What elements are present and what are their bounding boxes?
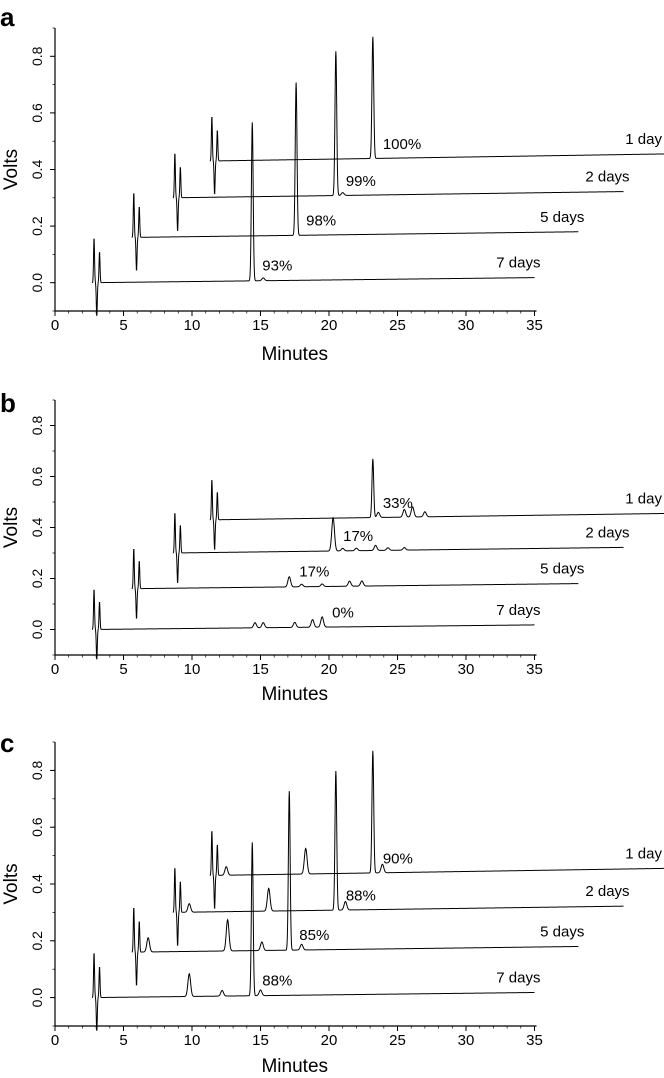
series-line — [172, 51, 624, 231]
percent-label: 17% — [343, 528, 373, 545]
series-name-label: 5 days — [540, 561, 584, 578]
y-tick-label: 0.6 — [29, 103, 45, 123]
series-name-label: 2 days — [585, 524, 629, 541]
percent-label: 33% — [383, 495, 413, 512]
panel-letter: c — [0, 728, 14, 758]
y-tick-label: 0.0 — [29, 273, 45, 293]
series-name-label: 5 days — [540, 209, 584, 226]
x-tick-label: 30 — [458, 317, 475, 334]
x-tick-label: 25 — [389, 1032, 406, 1049]
percent-label: 98% — [306, 212, 336, 229]
x-tick-label: 10 — [184, 1032, 201, 1049]
y-tick-label: 0.8 — [29, 416, 45, 436]
series-name-label: 1 day — [625, 131, 662, 148]
panel-letter: b — [0, 388, 16, 418]
series-name-label: 1 day — [625, 845, 662, 862]
y-tick-label: 0.4 — [29, 874, 45, 894]
series-line — [131, 82, 579, 271]
x-axis-label: Minutes — [261, 1056, 328, 1077]
y-axis-label: Volts — [1, 863, 22, 904]
x-tick-label: 25 — [389, 661, 406, 678]
series-line — [172, 513, 624, 583]
series-name-label: 2 days — [585, 169, 629, 186]
y-tick-label: 0.2 — [29, 216, 45, 236]
x-tick-label: 20 — [321, 317, 338, 334]
x-tick-label: 10 — [184, 317, 201, 334]
x-tick-label: 30 — [458, 1032, 475, 1049]
y-tick-label: 0.0 — [29, 620, 45, 640]
series-line — [131, 791, 579, 986]
x-axis-label: Minutes — [261, 344, 328, 365]
y-tick-label: 0.4 — [29, 518, 45, 538]
x-tick-label: 20 — [321, 661, 338, 678]
y-tick-label: 0.4 — [29, 160, 45, 180]
x-tick-label: 15 — [252, 317, 269, 334]
series-name-label: 7 days — [496, 602, 540, 619]
series-name-label: 2 days — [585, 883, 629, 900]
series-name-label: 7 days — [496, 255, 540, 272]
percent-label: 85% — [299, 927, 329, 944]
y-tick-label: 0.2 — [29, 931, 45, 951]
x-tick-label: 30 — [458, 661, 475, 678]
series-line — [209, 750, 664, 909]
series-line — [131, 548, 579, 619]
series-line — [91, 842, 535, 1031]
y-tick-label: 0.6 — [29, 467, 45, 487]
series-line — [172, 770, 624, 946]
y-axis-label: Volts — [1, 507, 22, 548]
percent-label: 17% — [299, 564, 329, 581]
percent-label: 0% — [332, 605, 354, 622]
percent-label: 100% — [383, 136, 421, 153]
percent-label: 88% — [262, 973, 292, 990]
x-tick-label: 35 — [526, 1032, 543, 1049]
series-line — [91, 122, 535, 316]
x-tick-label: 35 — [526, 317, 543, 334]
y-tick-label: 0.0 — [29, 988, 45, 1008]
series-name-label: 7 days — [496, 969, 540, 986]
x-tick-label: 25 — [389, 317, 406, 334]
y-tick-label: 0.8 — [29, 46, 45, 66]
x-tick-label: 0 — [51, 317, 59, 334]
percent-label: 88% — [346, 887, 376, 904]
series-name-label: 5 days — [540, 923, 584, 940]
x-tick-label: 5 — [119, 661, 127, 678]
x-axis-label: Minutes — [261, 684, 328, 705]
percent-label: 93% — [262, 258, 292, 275]
x-tick-label: 15 — [252, 1032, 269, 1049]
panel-c: c 0 5 10 15 20 25 30 35 0.0 0.2 0.4 0.6 0.8 Minutes Vol… — [0, 728, 664, 1077]
x-tick-label: 10 — [184, 661, 201, 678]
panel-letter: a — [0, 2, 15, 32]
y-tick-label: 0.2 — [29, 569, 45, 589]
y-tick-label: 0.8 — [29, 760, 45, 780]
x-tick-label: 5 — [119, 1032, 127, 1049]
x-tick-label: 5 — [119, 317, 127, 334]
series-line — [209, 36, 664, 195]
x-tick-label: 35 — [526, 661, 543, 678]
x-tick-label: 0 — [51, 1032, 59, 1049]
panel-a: a 0 5 10 15 20 25 30 35 0.0 0.2 0.4 0.6 0.8 Minutes Vol… — [0, 2, 664, 365]
series-line — [91, 589, 535, 660]
x-tick-label: 0 — [51, 661, 59, 678]
y-axis-label: Volts — [1, 149, 22, 190]
series-line — [209, 458, 664, 550]
panel-b: b 0 5 10 15 20 25 30 35 0.0 0.2 0.4 0.6 0.8 Minutes Vol… — [0, 388, 664, 705]
y-tick-label: 0.6 — [29, 817, 45, 837]
series-name-label: 1 day — [625, 490, 662, 507]
x-tick-label: 20 — [321, 1032, 338, 1049]
percent-label: 90% — [383, 850, 413, 867]
x-tick-label: 15 — [252, 661, 269, 678]
percent-label: 99% — [346, 173, 376, 190]
